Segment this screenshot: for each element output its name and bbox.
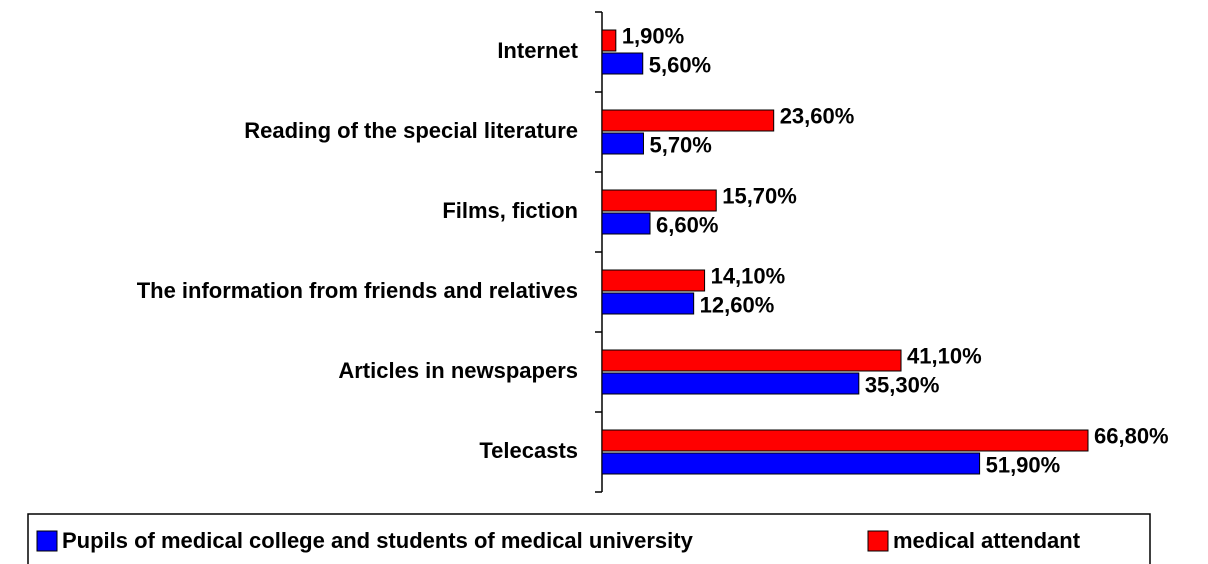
bar bbox=[601, 372, 860, 395]
bar bbox=[601, 109, 775, 132]
value-label: 51,90% bbox=[986, 452, 1061, 477]
y-tick-label: The information from friends and relativ… bbox=[137, 278, 578, 303]
y-tick-label: Internet bbox=[497, 38, 578, 63]
value-label: 1,90% bbox=[622, 23, 684, 48]
legend-box bbox=[27, 513, 1151, 564]
legend-label: Pupils of medical college and students o… bbox=[62, 528, 694, 553]
legend-label: medical attendant bbox=[893, 528, 1081, 553]
y-tick-label: Articles in newspapers bbox=[338, 358, 578, 383]
bar bbox=[601, 349, 902, 372]
value-label: 23,60% bbox=[780, 103, 855, 128]
value-label: 41,10% bbox=[907, 343, 982, 368]
value-label: 5,70% bbox=[649, 132, 711, 157]
bar bbox=[601, 132, 644, 155]
value-label: 35,30% bbox=[865, 372, 940, 397]
value-label: 15,70% bbox=[722, 183, 797, 208]
bar bbox=[601, 452, 981, 475]
bar bbox=[601, 429, 1089, 452]
value-label: 14,10% bbox=[711, 263, 786, 288]
bar bbox=[601, 269, 706, 292]
y-tick-label: Reading of the special literature bbox=[244, 118, 578, 143]
bar bbox=[601, 52, 644, 75]
y-tick-label: Films, fiction bbox=[442, 198, 578, 223]
bar bbox=[601, 292, 695, 315]
bar bbox=[601, 29, 617, 52]
bar bbox=[601, 189, 717, 212]
value-label: 12,60% bbox=[700, 292, 775, 317]
bar bbox=[601, 212, 651, 235]
y-tick-label: Telecasts bbox=[479, 438, 578, 463]
value-label: 66,80% bbox=[1094, 423, 1169, 448]
legend-swatch bbox=[36, 530, 58, 552]
legend-swatch bbox=[867, 530, 889, 552]
value-label: 5,60% bbox=[649, 52, 711, 77]
value-label: 6,60% bbox=[656, 212, 718, 237]
